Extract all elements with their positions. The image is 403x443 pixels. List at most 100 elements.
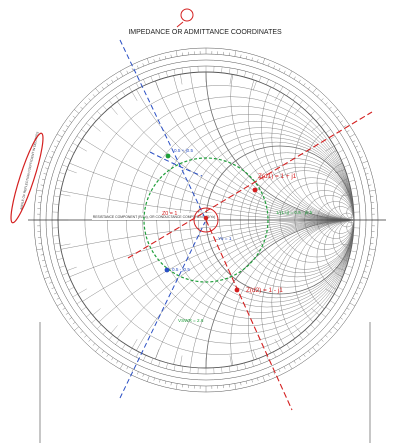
ring-tick	[234, 50, 237, 57]
ring-tick	[111, 79, 114, 83]
inner-ring-tick	[81, 129, 87, 134]
ring-tick	[175, 383, 178, 390]
ring-tick	[54, 145, 57, 148]
radial-tick	[274, 339, 281, 349]
ring-tick	[106, 83, 109, 86]
ring-tick	[257, 59, 259, 63]
radial-tick	[77, 288, 87, 295]
inner-ring-tick	[341, 157, 347, 160]
ring-tick	[359, 156, 363, 159]
ring-tick	[363, 167, 367, 169]
inner-ring-tick	[273, 351, 277, 358]
inner-ring-tick	[102, 105, 108, 111]
ring-tick	[92, 343, 96, 346]
inner-ring-tick	[344, 164, 350, 168]
ring-tick	[80, 330, 83, 334]
inner-ring-tick	[91, 318, 97, 324]
inner-ring-tick	[221, 66, 223, 73]
inner-ring-tick	[236, 69, 239, 76]
inner-ring-tick	[310, 324, 316, 330]
ring-tick	[111, 357, 114, 361]
radial-tick	[341, 243, 352, 246]
chart-title: IMPEDANCE OR ADMITTANCE COORDINATES	[128, 29, 282, 36]
ring-tick	[336, 115, 340, 118]
reactance-arc	[294, 219, 354, 339]
ring-tick	[346, 307, 350, 310]
reactance-arc	[142, 219, 354, 368]
ring-tick	[308, 350, 311, 354]
annotation-green-side: 1/(1+j) = 0.5 - j0.5	[276, 210, 313, 215]
inner-ring-tick	[189, 66, 191, 73]
inner-ring-tick	[108, 334, 113, 340]
inner-ring-tick	[221, 367, 223, 374]
inner-ring-tick	[121, 344, 126, 350]
inner-ring-tick	[81, 306, 87, 311]
inner-ring-tick	[304, 105, 310, 111]
radial-tick	[131, 339, 138, 349]
inner-ring-tick	[348, 179, 355, 182]
reactance-arc	[346, 219, 354, 236]
ring-tick	[54, 292, 57, 295]
ring-tick	[316, 94, 320, 97]
ring-tick	[245, 381, 248, 385]
ring-tick	[343, 312, 347, 315]
reactance-arc	[316, 145, 354, 221]
ring-tick	[36, 189, 43, 192]
annotation-bottom-green: VSWR = 2.6	[178, 318, 204, 323]
inner-ring-tick	[53, 242, 60, 245]
center-point	[203, 215, 209, 221]
inner-ring-tick	[59, 172, 66, 175]
ring-tick	[367, 259, 371, 262]
ring-tick	[43, 265, 47, 267]
inner-ring-tick	[346, 265, 353, 268]
reactance-arc	[271, 219, 354, 368]
ring-tick	[56, 133, 63, 138]
inner-ring-tick	[52, 203, 59, 205]
inner-ring-tick	[330, 135, 336, 140]
ring-tick	[101, 86, 104, 90]
inner-ring-tick	[150, 358, 154, 364]
inner-ring-tick	[115, 339, 120, 345]
ring-tick	[262, 375, 266, 382]
radial-tick	[66, 266, 77, 271]
reactance-arc	[205, 219, 354, 368]
reactance-arc	[346, 205, 354, 221]
inner-ring-tick	[86, 313, 92, 318]
annotation-blue-center: Yo = 1	[218, 236, 232, 242]
ring-tick	[65, 125, 69, 128]
inner-ring-tick	[173, 69, 176, 76]
ring-tick	[298, 79, 301, 83]
radial-tick	[335, 169, 346, 174]
ring-tick	[333, 109, 338, 114]
radial-tick	[229, 74, 232, 85]
ring-tick	[84, 102, 87, 105]
ring-tick	[40, 184, 44, 186]
inner-ring-tick	[292, 339, 297, 345]
ring-tick	[72, 322, 76, 325]
ring-tick	[361, 160, 368, 164]
inner-ring-tick	[228, 67, 231, 74]
ring-tick	[278, 369, 281, 372]
inner-ring-tick	[330, 300, 336, 305]
ring-tick	[367, 178, 371, 181]
inner-ring-tick	[121, 90, 126, 96]
reactance-arc	[332, 177, 354, 221]
reactance-arc	[279, 219, 354, 368]
ring-tick	[142, 63, 145, 67]
ring-tick	[101, 350, 104, 354]
inner-ring-tick	[165, 71, 168, 78]
reactance-arc	[350, 219, 354, 227]
inner-ring-tick	[72, 293, 78, 298]
ring-tick	[44, 160, 51, 164]
inner-ring-tick	[279, 348, 284, 354]
reactance-arc	[261, 72, 354, 221]
ring-tick	[321, 339, 324, 342]
ring-tick	[273, 65, 275, 69]
edge-label-circle	[10, 132, 44, 224]
ring-tick	[368, 254, 372, 256]
ring-tick	[316, 343, 320, 346]
ring-tick	[340, 317, 343, 320]
radial-tick	[110, 325, 118, 334]
ring-tick	[137, 65, 139, 69]
